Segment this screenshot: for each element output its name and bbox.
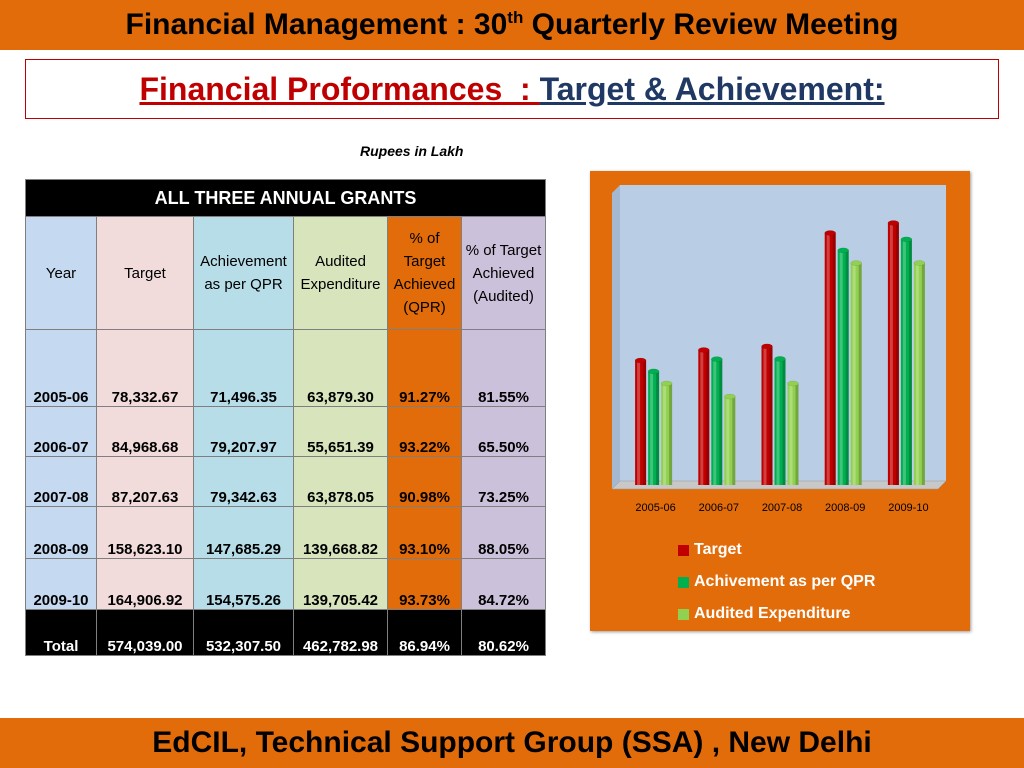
bar-audited-expenditure-2007-08 [787, 380, 799, 485]
header-banner: Financial Management : 30th Quarterly Re… [0, 0, 1024, 50]
cell-audited: 139,705.42 [293, 558, 388, 610]
bar-achivement-as-per-qpr-2006-07 [711, 356, 723, 485]
cell-target: 164,906.92 [96, 558, 194, 610]
legend-item: Target [678, 534, 875, 566]
legend-label: Achivement as per QPR [694, 573, 876, 590]
cell-year: 2009-10 [25, 558, 97, 610]
cell-audited: 55,651.39 [293, 406, 388, 457]
cell-audited: 139,668.82 [293, 506, 388, 559]
cell-pct-qpr: 93.73% [387, 558, 462, 610]
x-tick-label: 2006-07 [699, 502, 739, 514]
bar-target-2009-10 [887, 220, 900, 485]
total-audited: 462,782.98 [293, 609, 388, 656]
cell-year: 2008-09 [25, 506, 97, 559]
cell-pct-audited: 81.55% [461, 329, 546, 407]
legend-swatch [678, 544, 689, 556]
column-header-pct-audited: % of Target Achieved (Audited) [461, 216, 546, 330]
bar-audited-expenditure-2009-10 [913, 260, 926, 485]
bar-target-2005-06 [634, 357, 647, 485]
table-header-row: Year Target Achievement as per QPR Audit… [25, 216, 546, 330]
total-target: 574,039.00 [96, 609, 194, 656]
legend-label: Target [694, 541, 742, 558]
x-tick-label: 2008-09 [825, 502, 865, 514]
bar-chart-panel: 2005-06 2006-07 2007-08 2008-09 2009-10 Targ… [590, 171, 970, 631]
cell-achievement: 79,342.63 [193, 456, 294, 507]
cell-pct-audited: 84.72% [461, 558, 546, 610]
bar-target-2007-08 [761, 343, 773, 485]
table-row: 2008-09 158,623.10 147,685.29 139,668.82… [25, 506, 546, 559]
legend-item: Audited Expenditure [678, 598, 875, 630]
cell-pct-qpr: 93.10% [387, 506, 462, 559]
column-header-achievement: Achievement as per QPR [193, 216, 294, 330]
bar-chart: 2005-06 2006-07 2007-08 2008-09 2009-10 [611, 185, 947, 514]
bar-achivement-as-per-qpr-2007-08 [774, 356, 786, 485]
cell-pct-qpr: 93.22% [387, 406, 462, 457]
bar-achivement-as-per-qpr-2009-10 [900, 236, 913, 485]
total-label: Total [25, 609, 97, 656]
slide-title-part1: Financial Proformances : [139, 70, 540, 107]
column-header-pct-qpr: % of Target Achieved (QPR) [387, 216, 462, 330]
table-title: ALL THREE ANNUAL GRANTS [25, 179, 546, 217]
cell-pct-qpr: 91.27% [387, 329, 462, 407]
cell-audited: 63,878.05 [293, 456, 388, 507]
slide-title: Financial Proformances : Target & Achiev… [25, 59, 999, 119]
bar-audited-expenditure-2005-06 [660, 380, 673, 485]
units-note: Rupees in Lakh [360, 143, 464, 159]
bar-achivement-as-per-qpr-2005-06 [647, 368, 660, 485]
x-tick-label: 2009-10 [888, 502, 928, 514]
x-tick-label: 2007-08 [762, 502, 802, 514]
cell-year: 2005-06 [25, 329, 97, 407]
column-header-target: Target [96, 216, 194, 330]
legend-swatch [678, 576, 689, 588]
legend-label: Audited Expenditure [694, 605, 851, 622]
chart-side-wall [612, 185, 620, 489]
total-pct-audited: 80.62% [461, 609, 546, 656]
column-header-audited: Audited Expenditure [293, 216, 388, 330]
cell-pct-audited: 73.25% [461, 456, 546, 507]
cell-achievement: 71,496.35 [193, 329, 294, 407]
table-total-row: Total 574,039.00 532,307.50 462,782.98 8… [25, 609, 546, 656]
table-row: 2007-08 87,207.63 79,342.63 63,878.05 90… [25, 456, 546, 507]
bar-target-2008-09 [824, 230, 836, 485]
cell-pct-qpr: 90.98% [387, 456, 462, 507]
bar-audited-expenditure-2008-09 [850, 260, 862, 485]
bar-target-2006-07 [698, 347, 710, 485]
cell-audited: 63,879.30 [293, 329, 388, 407]
cell-year: 2006-07 [25, 406, 97, 457]
cell-achievement: 79,207.97 [193, 406, 294, 457]
cell-year: 2007-08 [25, 456, 97, 507]
x-tick-label: 2005-06 [635, 502, 675, 514]
cell-pct-audited: 88.05% [461, 506, 546, 559]
table-row: 2006-07 84,968.68 79,207.97 55,651.39 93… [25, 406, 546, 457]
legend-swatch [678, 608, 689, 620]
cell-achievement: 154,575.26 [193, 558, 294, 610]
cell-target: 87,207.63 [96, 456, 194, 507]
cell-achievement: 147,685.29 [193, 506, 294, 559]
grants-table: ALL THREE ANNUAL GRANTS Year Target Achi… [25, 179, 546, 656]
cell-target: 78,332.67 [96, 329, 194, 407]
header-banner-text: Financial Management : 30th Quarterly Re… [125, 8, 899, 41]
legend-item: Achivement as per QPR [678, 566, 875, 598]
cell-target: 158,623.10 [96, 506, 194, 559]
table-row: 2009-10 164,906.92 154,575.26 139,705.42… [25, 558, 546, 610]
bar-achivement-as-per-qpr-2008-09 [837, 247, 849, 485]
cell-pct-audited: 65.50% [461, 406, 546, 457]
cell-target: 84,968.68 [96, 406, 194, 457]
footer-banner: EdCIL, Technical Support Group (SSA) , N… [0, 718, 1024, 768]
slide-title-part2: Target & Achievement: [539, 70, 885, 107]
total-pct-qpr: 86.94% [387, 609, 462, 656]
column-header-year: Year [25, 216, 97, 330]
bar-audited-expenditure-2006-07 [724, 393, 736, 485]
table-row: 2005-06 78,332.67 71,496.35 63,879.30 91… [25, 329, 546, 407]
chart-legend: Target Achivement as per QPR Audited Expen… [678, 534, 875, 630]
footer-text: EdCIL, Technical Support Group (SSA) , N… [152, 726, 872, 759]
total-achievement: 532,307.50 [193, 609, 294, 656]
